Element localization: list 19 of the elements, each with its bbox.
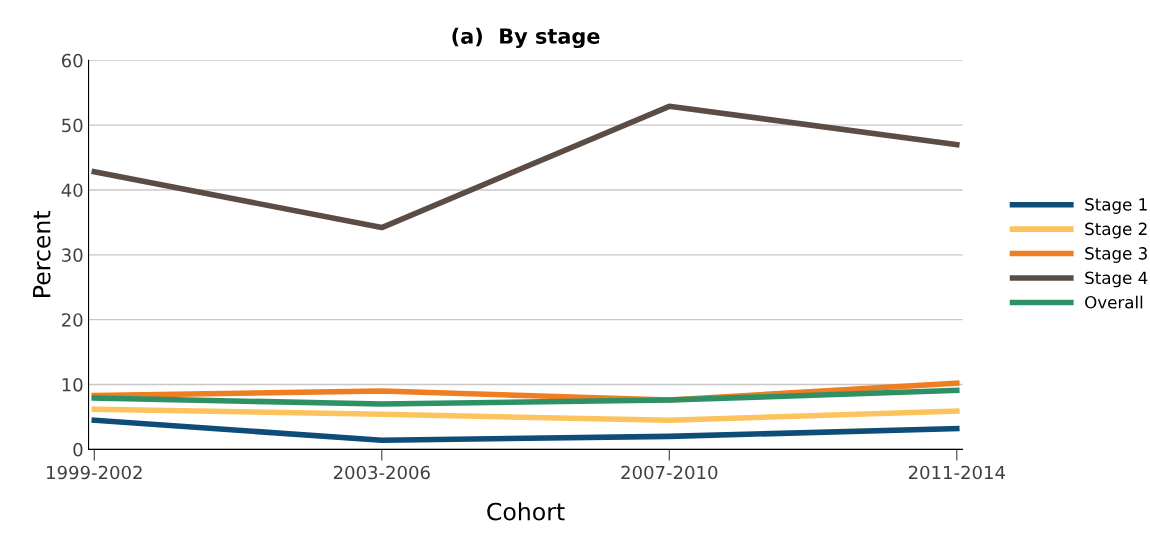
legend-label: Stage 4	[1085, 271, 1148, 288]
y-tick-label: 0	[73, 442, 83, 457]
y-tick-label: 50	[62, 118, 83, 133]
y-axis-title: Percent	[33, 210, 51, 297]
legend-label: Stage 1	[1085, 198, 1147, 214]
y-tick-label: 20	[62, 313, 83, 327]
x-tick-label: 2003-2006	[333, 465, 430, 480]
x-tick-label: 1999-2002	[47, 465, 142, 480]
chart-title: (a) By stage	[452, 27, 600, 49]
x-tick-label: 2011-2014	[908, 465, 1005, 480]
y-tick-label: 60	[61, 53, 83, 68]
y-tick-label: 30	[62, 248, 83, 262]
x-tick-label: 2007-2010	[621, 465, 718, 480]
legend-label: Stage 2	[1085, 222, 1147, 239]
y-tick-label: 10	[62, 377, 83, 392]
y-tick-label: 40	[61, 183, 83, 198]
legend-label: Overall	[1085, 295, 1143, 309]
x-axis-title: Cohort	[487, 502, 565, 521]
legend-label: Stage 3	[1085, 247, 1147, 263]
